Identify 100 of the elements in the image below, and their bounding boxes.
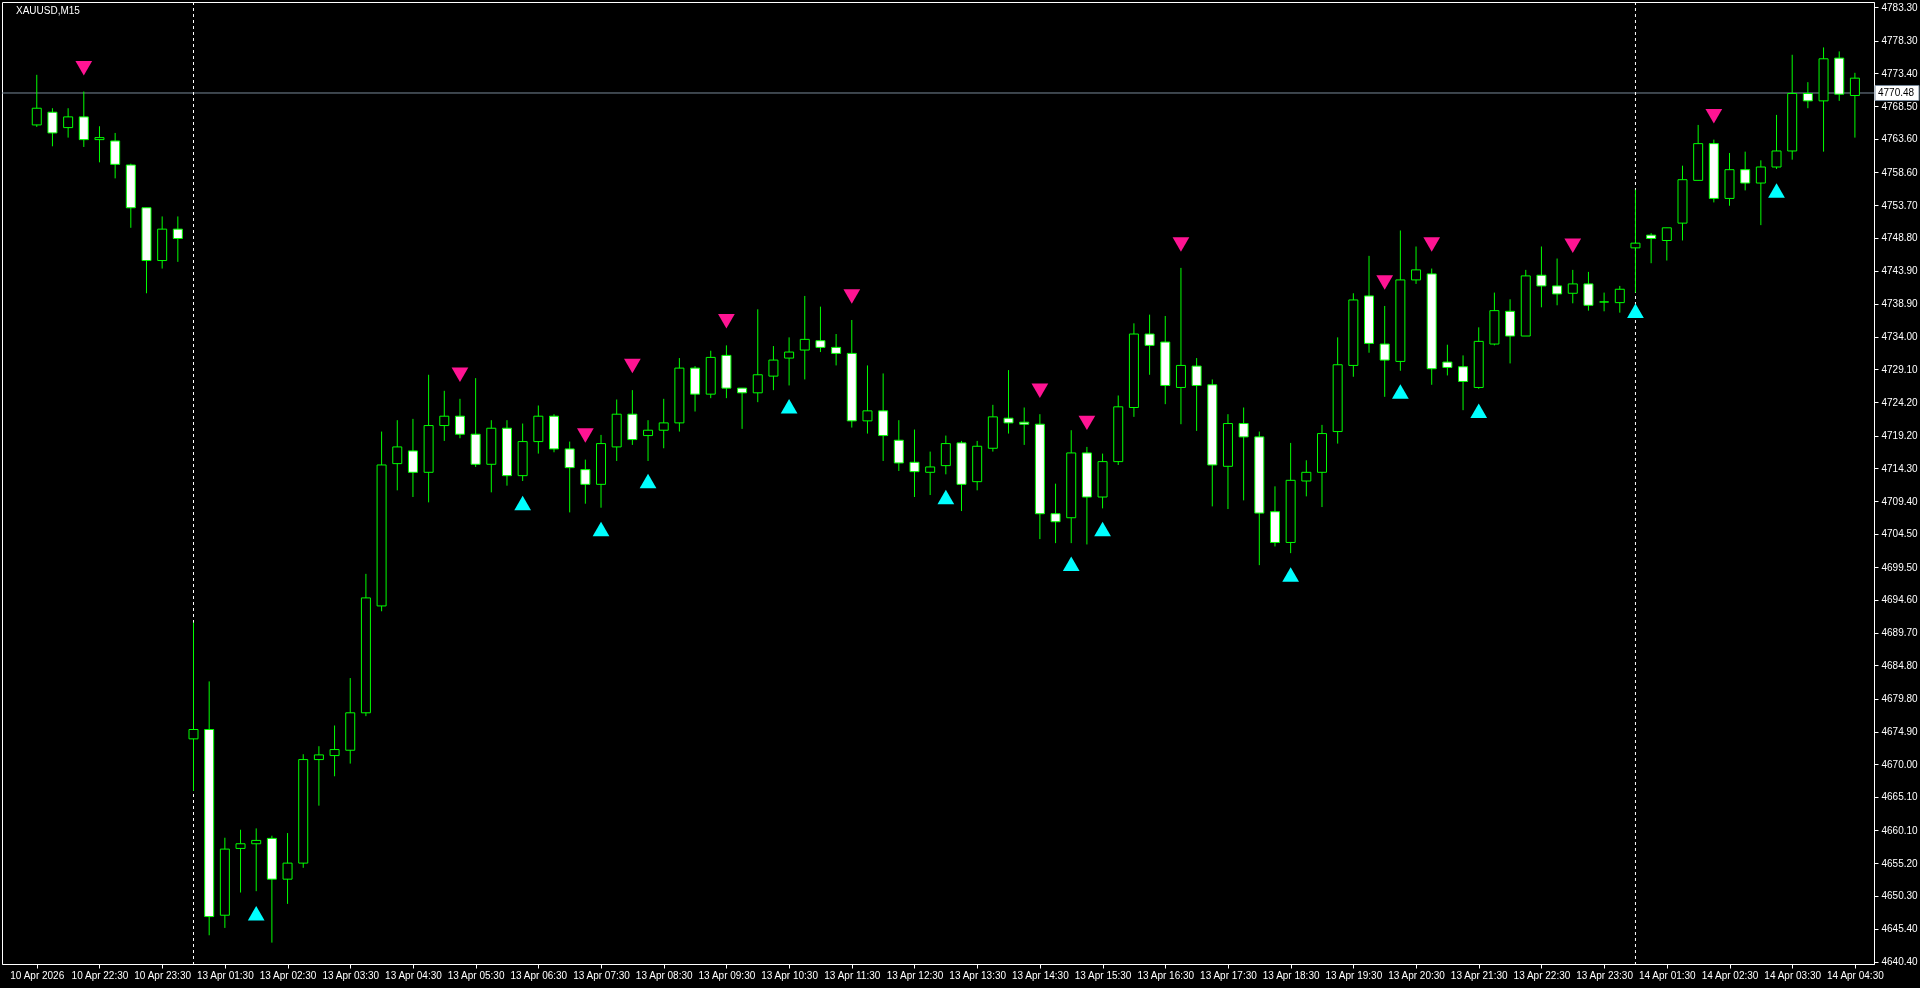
point — [451, 367, 469, 383]
point — [1078, 415, 1096, 431]
x-tick-label: 13 Apr 17:30 — [1200, 969, 1258, 981]
point — [247, 905, 265, 921]
y-tick-label: 4689.70 — [1881, 627, 1919, 639]
candlestick — [1771, 114, 1782, 170]
candlestick — [439, 390, 450, 442]
candlestick — [1849, 72, 1860, 139]
y-tick-label: 4748.80 — [1881, 232, 1919, 244]
y-tick-label: 4734.00 — [1881, 331, 1919, 343]
x-tick-label: 13 Apr 04:30 — [385, 969, 443, 981]
candlestick — [110, 132, 121, 179]
candlestick — [78, 91, 89, 148]
y-tick-label: 4684.80 — [1881, 659, 1919, 671]
point — [639, 473, 657, 489]
point — [1031, 383, 1049, 399]
point — [75, 60, 93, 76]
candlestick — [1442, 344, 1453, 376]
candlestick — [658, 398, 669, 449]
candlestick — [784, 336, 795, 386]
x-tick-label: 13 Apr 11:30 — [824, 969, 881, 981]
candlestick — [643, 419, 654, 462]
point — [780, 398, 798, 414]
candlestick — [1458, 354, 1469, 411]
x-tick-label: 13 Apr 15:30 — [1074, 969, 1132, 981]
candlestick — [1599, 292, 1610, 312]
y-tick-label: 4679.80 — [1881, 693, 1919, 705]
y-tick-label: 4694.60 — [1881, 594, 1919, 606]
point — [514, 495, 532, 511]
x-tick-label: 13 Apr 20:30 — [1388, 969, 1446, 981]
y-tick-label: 4674.90 — [1881, 726, 1919, 738]
point — [1062, 556, 1080, 572]
x-tick-label: 14 Apr 04:30 — [1827, 969, 1885, 981]
point — [1564, 238, 1582, 254]
candlestick — [909, 429, 920, 498]
candlestick — [940, 435, 951, 475]
candlestick — [831, 333, 842, 366]
candlestick — [235, 829, 246, 894]
point — [937, 489, 955, 505]
candlestick — [1630, 189, 1641, 294]
y-tick-label: 4768.50 — [1881, 100, 1919, 112]
point — [718, 314, 735, 329]
x-tick-label: 10 Apr 23:30 — [134, 969, 192, 981]
ref-line-label: 4770.48 — [1878, 86, 1915, 98]
candlestick — [1050, 483, 1061, 544]
point — [1470, 403, 1488, 419]
y-tick-label: 4645.40 — [1881, 923, 1919, 935]
point — [1094, 521, 1111, 537]
candlestick — [1536, 246, 1547, 308]
candlestick — [1301, 459, 1312, 497]
candlestick — [768, 345, 779, 391]
candlestick — [1552, 258, 1563, 306]
candlestick — [282, 832, 293, 905]
candlestick — [580, 459, 591, 505]
x-tick-label: 13 Apr 23:30 — [1576, 969, 1634, 981]
candlestick — [799, 295, 810, 380]
y-tick-label: 4650.30 — [1881, 890, 1919, 902]
x-tick-label: 13 Apr 22:30 — [1513, 969, 1571, 981]
point — [576, 428, 594, 443]
y-tick-label: 4758.60 — [1881, 166, 1919, 178]
point — [592, 521, 610, 537]
candlestick — [313, 745, 324, 807]
x-tick-label: 13 Apr 16:30 — [1137, 969, 1195, 981]
candlestick — [47, 107, 58, 147]
y-tick-label: 4763.60 — [1881, 133, 1919, 145]
x-tick-label: 13 Apr 13:30 — [949, 969, 1007, 981]
x-tick-label: 13 Apr 09:30 — [698, 969, 756, 981]
x-tick-label: 14 Apr 02:30 — [1701, 969, 1759, 981]
candlestick — [1740, 151, 1751, 191]
candlestick — [1175, 267, 1186, 425]
candlestick — [862, 364, 873, 435]
x-tick-label: 13 Apr 18:30 — [1262, 969, 1320, 981]
point — [624, 358, 641, 374]
y-tick-label: 4670.00 — [1881, 758, 1919, 770]
y-tick-label: 4773.40 — [1881, 67, 1919, 79]
candlestick — [1583, 271, 1594, 312]
candlestick — [1646, 232, 1657, 264]
candlestick — [31, 74, 42, 128]
x-tick-label: 14 Apr 03:30 — [1764, 969, 1822, 981]
y-tick-label: 4665.10 — [1881, 791, 1919, 803]
candlestick — [1019, 407, 1030, 446]
x-tick-label: 13 Apr 19:30 — [1325, 969, 1383, 981]
x-tick-label: 13 Apr 10:30 — [761, 969, 819, 981]
candlestick — [1191, 357, 1202, 432]
candlestick — [1802, 81, 1813, 109]
point — [1376, 275, 1394, 290]
y-tick-label: 4704.50 — [1881, 528, 1919, 540]
point — [1282, 567, 1300, 582]
point — [843, 289, 861, 304]
candlestick — [893, 419, 904, 472]
point — [1172, 237, 1190, 252]
y-tick-label: 4724.20 — [1881, 396, 1919, 408]
candlestick — [1144, 314, 1155, 376]
candlestick — [1238, 407, 1249, 501]
candlestick — [329, 725, 340, 777]
y-tick-label: 4778.30 — [1881, 35, 1919, 47]
candlestick — [925, 451, 936, 496]
x-tick-label: 13 Apr 07:30 — [573, 969, 631, 981]
x-tick-label: 13 Apr 01:30 — [197, 969, 255, 981]
candlestick — [392, 419, 403, 491]
